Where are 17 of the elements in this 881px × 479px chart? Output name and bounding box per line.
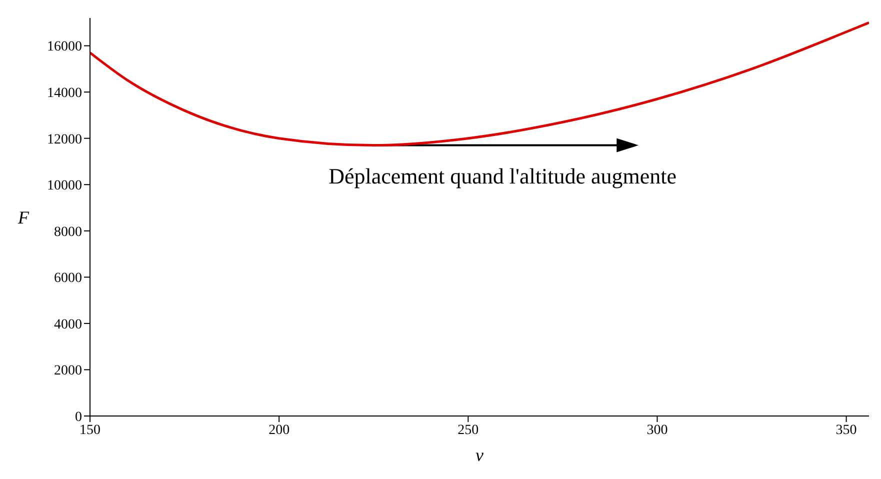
x-tick-label: 200 (268, 422, 290, 438)
x-tick-label: 300 (646, 422, 668, 438)
y-tick-label: 8000 (54, 224, 82, 240)
y-tick-label: 4000 (54, 317, 82, 332)
y-tick-label: 12000 (47, 132, 82, 148)
y-tick-label: 16000 (47, 40, 82, 55)
x-axis-title: v (476, 445, 484, 465)
annotation: Déplacement quand l'altitude augmente (328, 163, 677, 188)
y-tick-label: 10000 (47, 178, 82, 194)
y-axis-title: F (17, 207, 30, 228)
y-tick-label: 2000 (54, 364, 82, 379)
x-tick-label: 250 (458, 422, 479, 438)
y-tick-label: 6000 (54, 271, 82, 286)
y-tick-label: 0 (75, 410, 82, 425)
y-tick-label: 14000 (47, 86, 82, 102)
x-tick-label: 150 (80, 422, 100, 438)
x-tick-label: 350 (836, 422, 857, 438)
